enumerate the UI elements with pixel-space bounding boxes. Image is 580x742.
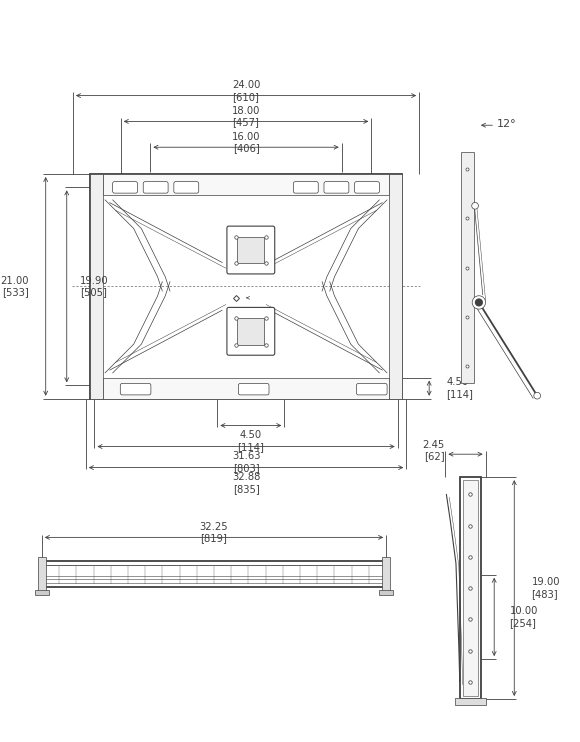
Text: 32.25
[819]: 32.25 [819] <box>200 522 229 543</box>
Bar <box>455 698 485 705</box>
FancyBboxPatch shape <box>174 182 199 193</box>
Bar <box>389 174 403 398</box>
FancyBboxPatch shape <box>227 307 275 355</box>
Text: 2.45
[62]: 2.45 [62] <box>422 439 444 462</box>
FancyBboxPatch shape <box>143 182 168 193</box>
Text: 16.00
[406]: 16.00 [406] <box>232 131 260 154</box>
Text: 10.00
[254]: 10.00 [254] <box>509 606 538 628</box>
Text: 4.50
[114]: 4.50 [114] <box>237 430 264 452</box>
FancyBboxPatch shape <box>354 182 379 193</box>
Text: 32.88
[835]: 32.88 [835] <box>232 473 260 494</box>
Bar <box>460 477 481 699</box>
Bar <box>382 557 390 591</box>
Bar <box>90 174 103 398</box>
Bar <box>35 590 49 595</box>
Bar <box>461 152 474 384</box>
Bar <box>103 378 389 398</box>
FancyBboxPatch shape <box>324 182 349 193</box>
Bar <box>38 557 46 591</box>
FancyBboxPatch shape <box>227 226 275 274</box>
FancyBboxPatch shape <box>113 182 137 193</box>
Bar <box>379 590 393 595</box>
Circle shape <box>472 203 478 209</box>
Bar <box>90 174 403 398</box>
Circle shape <box>472 296 485 309</box>
Text: 12°: 12° <box>497 119 517 129</box>
Text: 21.00
[533]: 21.00 [533] <box>0 275 28 297</box>
FancyBboxPatch shape <box>293 182 318 193</box>
FancyBboxPatch shape <box>120 384 151 395</box>
Text: 18.00
[457]: 18.00 [457] <box>232 106 260 128</box>
Bar <box>237 318 264 345</box>
Circle shape <box>534 393 541 399</box>
Bar <box>463 480 478 696</box>
Text: 19.90
[505]: 19.90 [505] <box>80 275 109 297</box>
Text: 4.50
[114]: 4.50 [114] <box>447 378 473 399</box>
Text: 24.00
[610]: 24.00 [610] <box>232 80 260 102</box>
Text: 19.00
[483]: 19.00 [483] <box>531 577 560 599</box>
Bar <box>237 237 264 263</box>
Bar <box>42 561 386 587</box>
FancyBboxPatch shape <box>238 384 269 395</box>
Circle shape <box>476 299 482 306</box>
FancyBboxPatch shape <box>357 384 387 395</box>
Bar <box>103 174 389 195</box>
Text: 31.63
[803]: 31.63 [803] <box>232 451 260 473</box>
